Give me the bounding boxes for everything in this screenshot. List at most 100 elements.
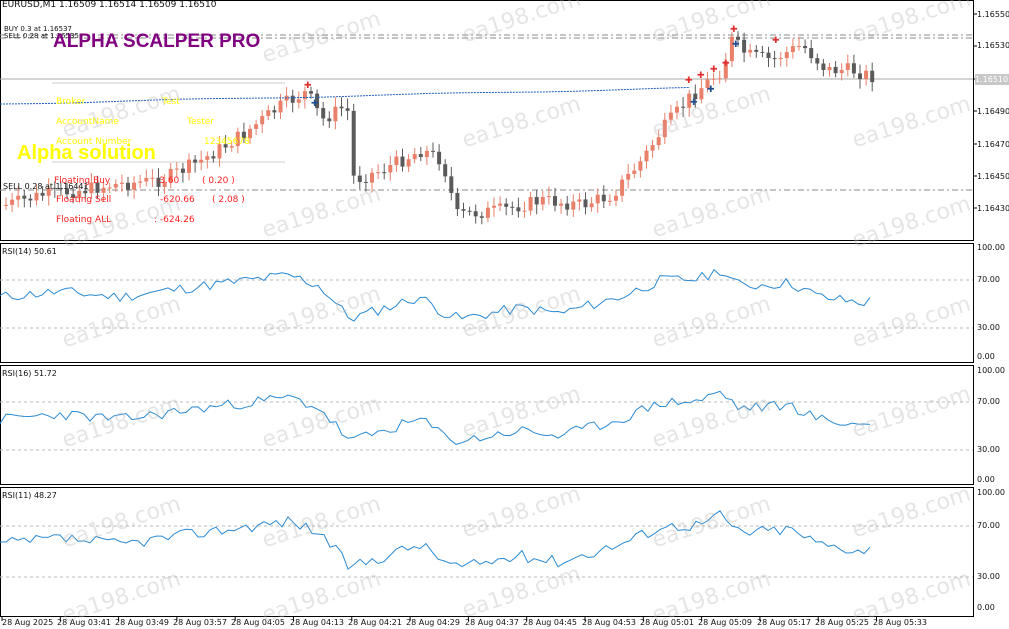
candle-body: [278, 100, 283, 113]
candle-body: [656, 137, 661, 146]
broker-label: Broker: [56, 97, 86, 107]
floating-sell-value: -620.66: [160, 195, 195, 205]
rsi11-title: RSI(11) 48.27: [2, 491, 57, 500]
candle-body: [595, 194, 600, 204]
candle-body: [302, 91, 307, 100]
candle-body: [553, 196, 557, 206]
rsi11-level: 70.00: [977, 521, 1000, 530]
buy-arrow: ✚: [772, 36, 780, 46]
candle-body: [632, 170, 637, 174]
candle-body: [418, 154, 423, 158]
candle-body: [351, 110, 356, 176]
candle-body: [327, 118, 332, 122]
candle-body: [241, 131, 246, 139]
candle-body: [162, 182, 167, 187]
candle-body: [126, 182, 130, 190]
candle-body: [370, 172, 374, 183]
candle-body: [266, 110, 271, 117]
time-tick: 28 Aug 03:57: [173, 618, 227, 627]
ea-title: ALPHA SCALPER PRO: [53, 31, 261, 52]
candle-body: [668, 112, 673, 120]
candle-body: [217, 144, 222, 159]
floating-buy-pips: ( 0.20 ): [202, 176, 235, 186]
candle-body: [650, 145, 655, 151]
candle-body: [437, 151, 442, 165]
candle-body: [589, 203, 594, 208]
account-name-value: Tester: [187, 117, 214, 127]
candle-body: [626, 173, 631, 180]
candle-body: [522, 210, 527, 212]
broker-value: Test: [162, 97, 180, 107]
rsi14-level: 30.00: [977, 323, 1000, 332]
candle-body: [180, 168, 185, 173]
candle-body: [760, 51, 765, 53]
candle-body: [296, 99, 301, 103]
candle-body: [858, 73, 862, 80]
candle-body: [498, 203, 503, 206]
price-tick: 1.16450: [977, 172, 1009, 181]
candle-body: [839, 69, 844, 74]
candle-body: [89, 182, 94, 194]
candle-body: [290, 95, 295, 103]
candle-body: [528, 197, 533, 211]
candle-body: [309, 91, 313, 94]
account-number-label: Account Number: [56, 137, 132, 147]
candle-body: [485, 207, 490, 218]
candle-body: [662, 119, 667, 138]
candle-body: [101, 187, 106, 193]
candle-body: [516, 207, 521, 212]
candle-body: [95, 182, 100, 193]
time-tick: 28 Aug 03:41: [57, 618, 111, 627]
rsi16-level: 70.00: [977, 397, 1000, 406]
candle-body: [729, 36, 734, 62]
candle-body: [449, 176, 454, 193]
candle-body: [424, 150, 429, 158]
current-price-badge: 1.16510: [975, 74, 1009, 85]
candle-body: [4, 204, 8, 206]
rsi11-line: [0, 510, 871, 570]
moving-average-line: [0, 86, 691, 105]
candle-body: [687, 93, 692, 108]
candle-body: [272, 110, 277, 113]
candle-body: [644, 150, 649, 162]
candle-body: [540, 196, 545, 205]
candle-body: [113, 183, 118, 188]
candle-body: [211, 156, 216, 159]
candle-body: [260, 116, 265, 125]
candle-body: [144, 177, 149, 182]
candle-body: [504, 203, 509, 207]
candle-body: [58, 188, 63, 190]
candle-body: [723, 61, 728, 79]
candle-body: [827, 66, 832, 70]
candle-body: [778, 58, 783, 60]
buy-arrow: ✚: [304, 81, 312, 91]
buy-order-label: BUY 0.3 at 1.16537: [4, 25, 72, 33]
candle-body: [766, 52, 771, 59]
candle-body: [16, 195, 21, 200]
candle-body: [833, 66, 838, 74]
sell-order-low-label: SELL 0.28 at 1.16441: [3, 182, 89, 191]
candle-body: [571, 201, 576, 210]
time-tick: 28 Aug 04:13: [290, 618, 344, 627]
time-tick: 28 Aug 05:17: [757, 618, 811, 627]
candle-body: [845, 63, 850, 70]
candle-body: [363, 181, 368, 183]
rsi14-level: 0.00: [977, 352, 995, 361]
symbol-header: EURUSD,M1 1.16509 1.16514 1.16509 1.1651…: [2, 0, 217, 10]
floating-all-label: Floating ALL: [56, 215, 112, 225]
time-tick: 28 Aug 04:45: [523, 618, 577, 627]
candle-body: [638, 161, 643, 171]
candle-body: [693, 93, 698, 100]
rsi14-level: 70.00: [977, 275, 1000, 284]
candle-body: [443, 164, 448, 177]
candle-body: [510, 206, 515, 208]
rsi16-pane-border: [0, 365, 974, 485]
candle-body: [736, 36, 740, 40]
buy-arrow: ✚: [710, 65, 718, 75]
rsi14-line: [0, 268, 871, 322]
rsi16-title: RSI(16) 51.72: [2, 369, 57, 378]
candle-body: [870, 70, 875, 83]
time-tick: 28 Aug 04:21: [348, 618, 402, 627]
floating-all-value: : -624.26: [154, 215, 195, 225]
